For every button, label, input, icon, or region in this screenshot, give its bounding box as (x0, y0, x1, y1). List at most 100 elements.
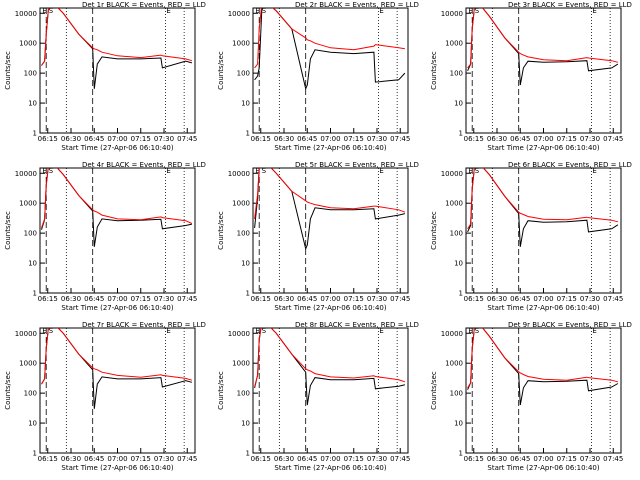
x-tick-label: 07:15 (131, 295, 151, 303)
panel: Det 4r BLACK = Events, RED = LLD Counts/s… (4, 161, 206, 312)
annotation: E (379, 167, 383, 175)
x-tick-label: 07:30 (154, 455, 174, 463)
y-tick-label: 1 (33, 290, 37, 298)
x-tick-label: 07:45 (390, 455, 410, 463)
y-tick-label: 1 (246, 130, 250, 138)
x-tick-label: 07:00 (107, 295, 127, 303)
plot-frame (252, 7, 409, 134)
x-tick-label: 06:15 (251, 135, 271, 143)
y-tick-label: 10000 (228, 10, 250, 18)
y-axis-label: Counts/sec (430, 51, 438, 90)
x-tick-label: 06:15 (38, 455, 58, 463)
x-tick-label: 06:30 (274, 295, 294, 303)
series-line (41, 328, 193, 385)
annotation: S (262, 7, 267, 15)
y-tick-label: 1 (33, 450, 37, 458)
y-tick-label: 1 (459, 450, 463, 458)
x-tick-label: 07:00 (533, 455, 553, 463)
panel: Det 2r BLACK = Events, RED = LLD Counts/s… (217, 1, 419, 152)
plot-frame (465, 327, 622, 454)
plot-frame (39, 327, 196, 454)
y-tick-label: 10 (454, 260, 463, 268)
y-axis-label: Counts/sec (4, 211, 12, 250)
x-tick-label: 06:15 (251, 455, 271, 463)
chart-title: Det 3r BLACK = Events, RED = LLD (508, 1, 632, 9)
x-tick-label: 07:00 (533, 295, 553, 303)
annotation: E (166, 167, 170, 175)
x-tick-label: 07:00 (533, 135, 553, 143)
x-tick-label: 07:45 (177, 455, 197, 463)
x-tick-label: 07:00 (320, 135, 340, 143)
series-line (254, 168, 406, 251)
series-line (254, 8, 405, 69)
y-tick-label: 100 (450, 70, 463, 78)
x-tick-label: 06:30 (274, 455, 294, 463)
y-axis-label: Counts/sec (217, 371, 225, 410)
chart-title: Det 9r BLACK = Events, RED = LLD (508, 321, 632, 329)
x-tick-label: 07:15 (557, 135, 577, 143)
x-tick-label: 06:30 (487, 135, 507, 143)
y-tick-label: 100 (237, 70, 250, 78)
x-tick-label: 07:00 (107, 135, 127, 143)
annotation: E (379, 327, 383, 335)
x-tick-label: 07:30 (580, 135, 600, 143)
series-line (467, 8, 619, 69)
y-tick-label: 1000 (445, 40, 463, 48)
y-tick-label: 10 (241, 420, 250, 428)
x-tick-label: 06:30 (61, 455, 81, 463)
y-tick-label: 1000 (19, 360, 37, 368)
x-axis-label: Start Time (27-Apr-06 06:10:40) (274, 304, 386, 312)
series-line (254, 328, 406, 388)
y-tick-label: 10 (454, 420, 463, 428)
annotation: E (166, 7, 170, 15)
y-tick-label: 100 (24, 230, 37, 238)
x-tick-label: 07:30 (580, 455, 600, 463)
annotation: S (49, 7, 54, 15)
panel: Det 3r BLACK = Events, RED = LLD Counts/s… (430, 1, 632, 152)
y-tick-label: 1000 (445, 360, 463, 368)
x-tick-label: 07:00 (107, 455, 127, 463)
x-tick-label: 06:45 (297, 455, 317, 463)
y-tick-label: 100 (450, 230, 463, 238)
panel: Det 1r BLACK = Events, RED = LLD Counts/s… (4, 1, 206, 152)
x-tick-label: 07:15 (344, 455, 364, 463)
series-line (467, 328, 619, 389)
x-tick-label: 06:45 (510, 135, 530, 143)
y-tick-label: 100 (24, 390, 37, 398)
annotation: E (42, 7, 46, 15)
x-tick-label: 06:45 (297, 135, 317, 143)
annotation: E (592, 7, 596, 15)
y-tick-label: 1 (246, 290, 250, 298)
x-axis-label: Start Time (27-Apr-06 06:10:40) (61, 464, 173, 472)
chart-title: Det 5r BLACK = Events, RED = LLD (295, 161, 419, 169)
y-tick-label: 10 (241, 260, 250, 268)
x-tick-label: 07:15 (131, 455, 151, 463)
y-tick-label: 1000 (19, 200, 37, 208)
annotation: S (475, 167, 480, 175)
x-tick-label: 07:15 (557, 455, 577, 463)
y-tick-label: 10000 (15, 170, 37, 178)
annotation: E (468, 167, 472, 175)
x-tick-label: 06:15 (38, 295, 58, 303)
y-tick-label: 1 (33, 130, 37, 138)
y-tick-label: 10000 (441, 330, 463, 338)
x-tick-label: 06:30 (274, 135, 294, 143)
x-tick-label: 06:15 (251, 295, 271, 303)
annotation: S (262, 167, 267, 175)
y-tick-label: 1000 (232, 200, 250, 208)
y-tick-label: 1000 (232, 360, 250, 368)
y-tick-label: 10000 (441, 10, 463, 18)
panel: Det 6r BLACK = Events, RED = LLD Counts/s… (430, 161, 632, 312)
y-axis-label: Counts/sec (217, 51, 225, 90)
x-tick-label: 07:45 (603, 455, 623, 463)
y-tick-label: 10000 (228, 170, 250, 178)
x-tick-label: 06:15 (464, 135, 484, 143)
x-tick-label: 07:15 (131, 135, 151, 143)
x-axis-label: Start Time (27-Apr-06 06:10:40) (274, 144, 386, 152)
series-line (41, 8, 193, 66)
y-tick-label: 1 (246, 450, 250, 458)
x-tick-label: 06:30 (61, 135, 81, 143)
y-tick-label: 1 (459, 130, 463, 138)
x-tick-label: 06:30 (487, 295, 507, 303)
